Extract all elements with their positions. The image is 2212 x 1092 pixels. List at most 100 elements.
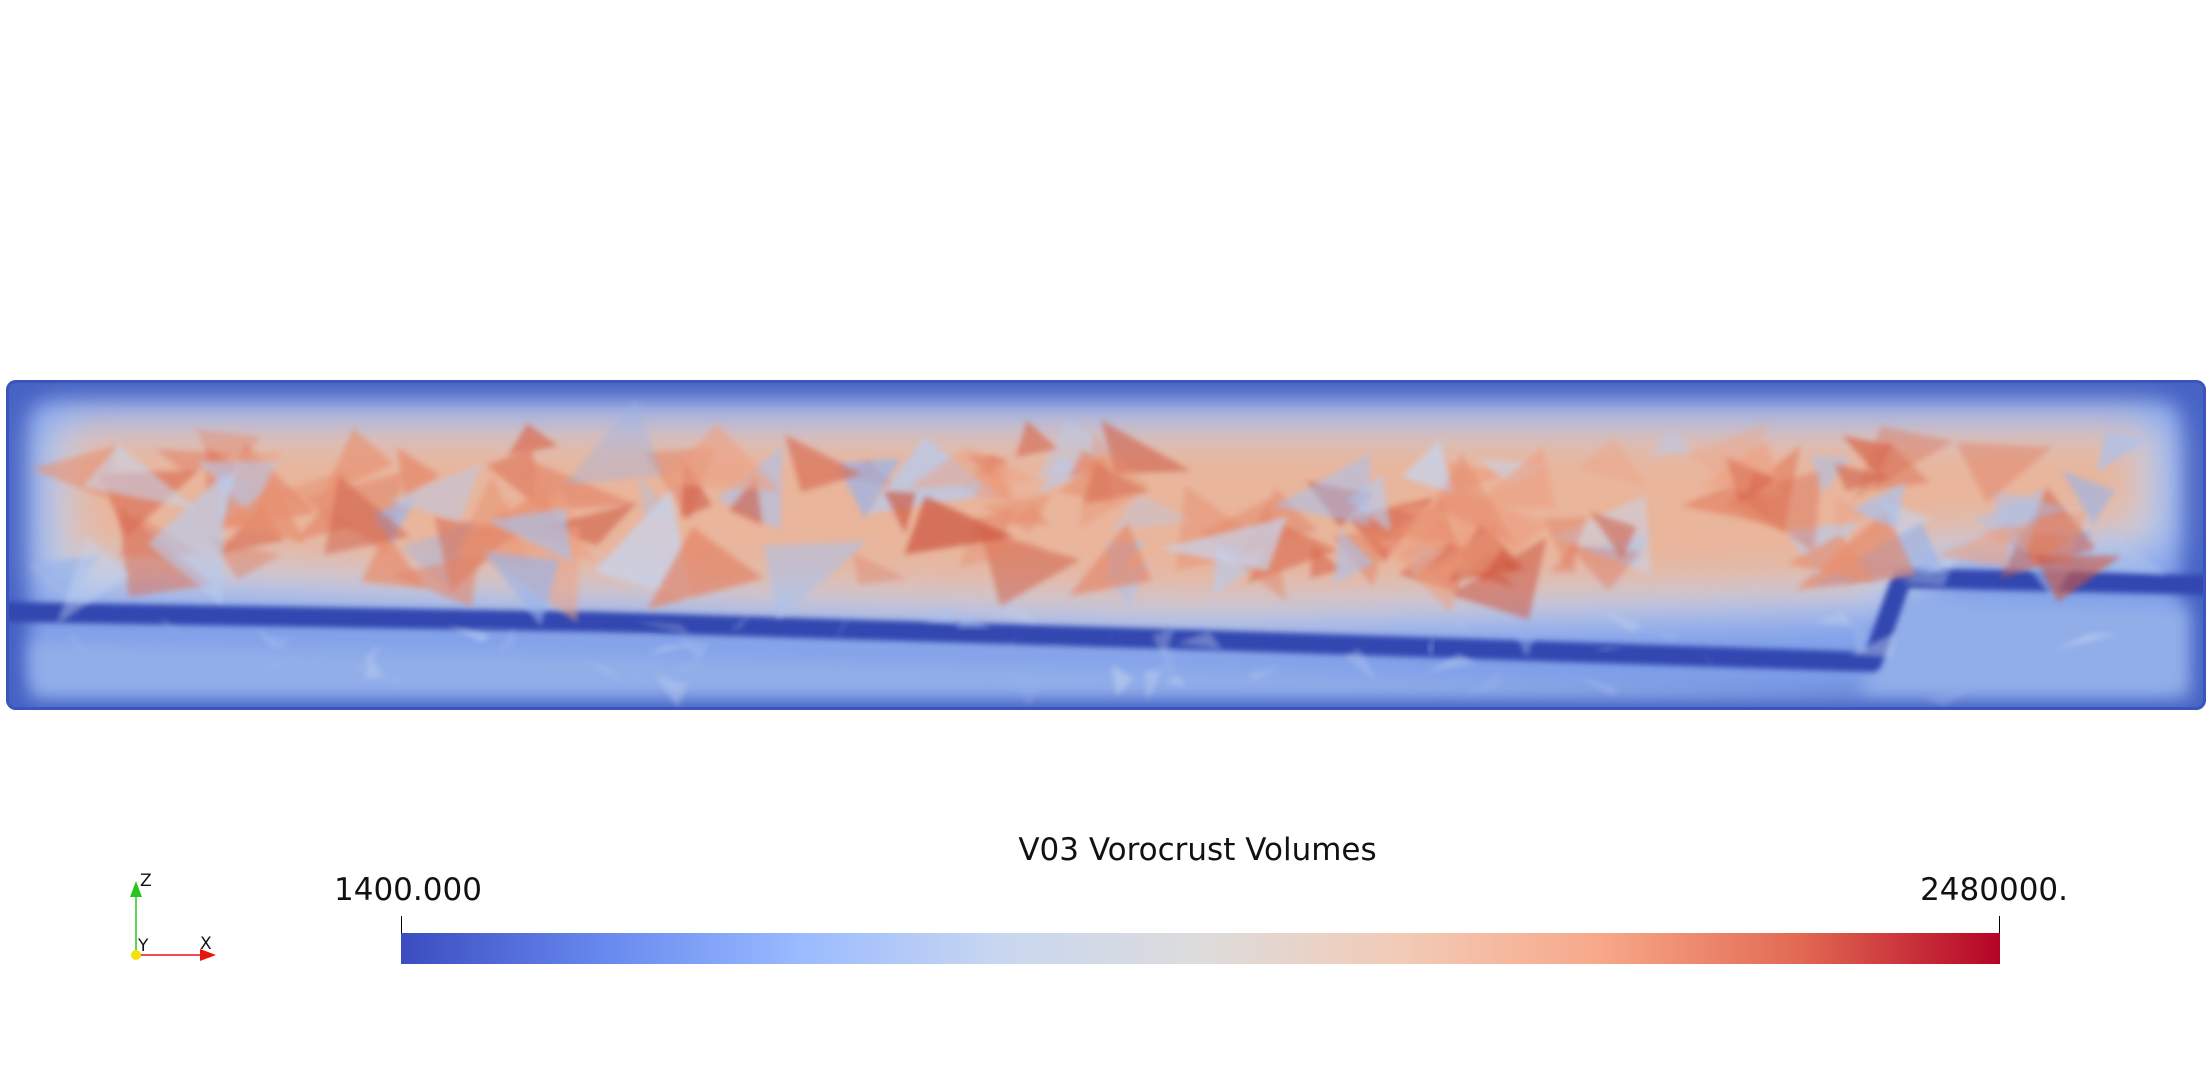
- mesh-facet: [662, 423, 780, 491]
- mesh-facet: [907, 446, 1040, 489]
- colorbar-min-label: 1400.000: [334, 872, 482, 908]
- mesh-facet: [785, 434, 862, 493]
- mesh-facet: [1470, 446, 1556, 510]
- mesh-facet: [1164, 675, 1187, 687]
- mesh-facet: [1835, 496, 1869, 529]
- mesh-facet: [763, 541, 868, 620]
- mesh-facet: [2034, 555, 2122, 603]
- mesh-facet: [508, 423, 559, 456]
- mesh-facet: [67, 634, 98, 667]
- mesh-facet: [159, 615, 186, 640]
- x-axis-arrow: [200, 949, 216, 961]
- mesh-facet: [496, 626, 515, 654]
- mesh-facet: [1576, 437, 1647, 487]
- mesh-facet: [1901, 553, 1958, 587]
- mesh-facet: [388, 463, 483, 522]
- mesh-facet: [256, 656, 293, 673]
- mesh-facet: [1401, 440, 1455, 495]
- mesh-facet: [356, 669, 358, 687]
- mesh-facet: [1435, 452, 1516, 544]
- mesh-facet: [293, 507, 355, 542]
- scalar-colorbar[interactable]: [401, 933, 2000, 964]
- mesh-facet: [1542, 517, 1587, 571]
- mesh-facet: [1163, 618, 1166, 645]
- mesh-facet: [729, 611, 751, 631]
- mesh-facet: [208, 537, 281, 580]
- mesh-facet: [1703, 651, 1713, 669]
- mesh-facet: [1447, 616, 1471, 635]
- mesh-facet: [1004, 634, 1018, 653]
- mesh-facet: [1006, 670, 1045, 708]
- mesh-facet: [1426, 653, 1476, 672]
- mesh-facet: [991, 608, 1040, 624]
- mesh-facet: [196, 429, 262, 483]
- mesh-facet: [397, 447, 440, 498]
- mesh-facet: [904, 496, 1015, 555]
- mesh-facet: [1834, 463, 1891, 491]
- mesh-facet: [487, 508, 573, 563]
- orientation-axes-svg: [130, 881, 216, 961]
- mesh-facet: [1110, 493, 1192, 533]
- mesh-facet: [147, 472, 225, 605]
- mesh-facet: [56, 536, 130, 625]
- mesh-facet: [1111, 664, 1134, 697]
- mesh-facet: [483, 551, 560, 626]
- mesh-facet: [1078, 434, 1151, 528]
- mesh-facet: [355, 643, 384, 675]
- mesh-facet: [1635, 617, 1684, 642]
- lower-region: [30, 596, 2190, 698]
- mesh-facet: [1513, 627, 1535, 658]
- mesh-facet: [1572, 674, 1621, 694]
- mesh-facet: [1343, 648, 1377, 680]
- mesh-facet: [372, 497, 416, 544]
- mesh-facet: [1038, 455, 1089, 494]
- mesh-facet: [1101, 420, 1191, 474]
- mesh-facet: [383, 677, 407, 688]
- mesh-facet: [884, 491, 916, 534]
- mesh-facet: [1108, 634, 1113, 640]
- mesh-facet: [1423, 525, 1509, 576]
- mesh-facet: [654, 674, 688, 707]
- mesh-facet: [1144, 670, 1163, 701]
- mesh-facet: [923, 608, 958, 624]
- colorbar-title: V03 Vorocrust Volumes: [1018, 832, 1377, 868]
- mesh-facet: [980, 494, 1052, 533]
- mesh-facet: [1427, 635, 1434, 659]
- mesh-facet: [1592, 647, 1625, 652]
- colorbar-max-tick: [1999, 916, 2000, 934]
- mesh-facet: [563, 398, 663, 486]
- mesh-facet: [1274, 453, 1370, 526]
- mesh-facet: [1157, 649, 1177, 678]
- mesh-facet: [1979, 511, 2086, 567]
- mesh-facet: [677, 638, 708, 661]
- mesh-facet: [1600, 610, 1643, 633]
- mesh-facet: [2096, 430, 2145, 473]
- mesh-facet: [1334, 528, 1375, 584]
- mesh-facet: [261, 637, 292, 650]
- mesh-facet: [1813, 611, 1854, 626]
- mesh-facet: [777, 633, 823, 641]
- colorbar-max-label: 2480000.: [1920, 872, 2068, 908]
- dark-channel: [6, 568, 2206, 672]
- mesh-facet: [584, 661, 623, 683]
- mesh-facet: [1589, 511, 1637, 559]
- mesh-facet: [636, 621, 691, 636]
- y-axis-dot: [131, 950, 141, 960]
- mesh-facet: [2061, 470, 2115, 525]
- mesh-facet: [2055, 633, 2118, 651]
- mesh-facet: [667, 661, 704, 677]
- mesh-facet: [1687, 423, 1769, 497]
- mesh-facet: [1015, 420, 1058, 458]
- mesh-facet: [1310, 544, 1343, 579]
- mesh-facet: [1480, 549, 1521, 580]
- orientation-axes-widget[interactable]: Z Y X: [118, 871, 228, 963]
- mesh-facet: [224, 483, 306, 543]
- mesh-facet: [1956, 442, 2053, 503]
- mesh-facet: [486, 447, 539, 507]
- mesh-facet: [853, 553, 908, 586]
- mesh-facet: [92, 656, 121, 663]
- mesh-facet: [324, 475, 410, 555]
- mesh-facet: [1068, 522, 1152, 596]
